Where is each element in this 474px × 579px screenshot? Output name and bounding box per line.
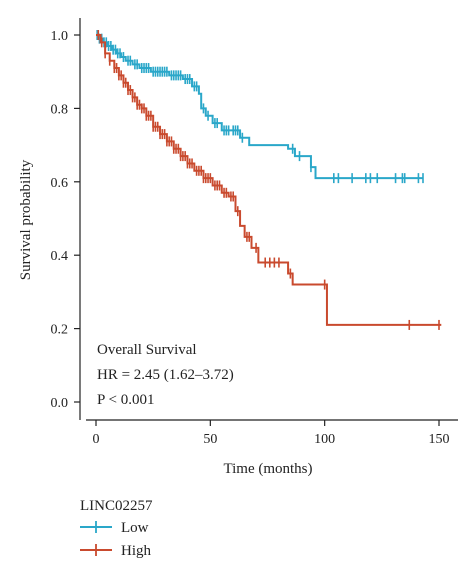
plot-area: 0.0 0.2 0.4 0.6 0.8 1.0 0 50 100 150 [51,18,458,447]
survival-line-high [96,34,442,326]
legend-label: Low [121,520,149,536]
y-tick-label: 0.4 [51,249,69,264]
annotation-title: Overall Survival [97,342,197,358]
legend-item-low: Low [80,520,149,536]
x-tick-label: 100 [314,432,335,447]
legend-item-high: High [80,543,152,559]
legend-items: Low High [80,520,152,559]
x-tick-label: 0 [93,432,100,447]
series-high [96,30,442,330]
y-tick-label: 0.2 [51,323,69,338]
annotation-block: Overall Survival HR = 2.45 (1.62–3.72) P… [97,342,234,408]
x-ticks: 0 50 100 150 [93,420,450,447]
y-tick-label: 0.6 [51,176,69,191]
annotation-hr: HR = 2.45 (1.62–3.72) [97,367,234,383]
survival-line-low [96,34,423,180]
y-ticks: 0.0 0.2 0.4 0.6 0.8 1.0 [51,29,80,411]
series-low [96,30,424,184]
legend: LINC02257 Low High [80,498,153,559]
survival-curves [96,30,442,330]
x-tick-label: 50 [203,432,217,447]
y-axis-label: Survival probability [18,159,34,280]
legend-title: LINC02257 [80,498,153,514]
annotation-pvalue: P < 0.001 [97,392,155,408]
y-tick-label: 1.0 [51,29,69,44]
x-axis-label: Time (months) [223,461,312,477]
x-tick-label: 150 [429,432,450,447]
y-tick-label: 0.8 [51,102,69,117]
y-tick-label: 0.0 [51,396,69,411]
legend-label: High [121,543,152,559]
